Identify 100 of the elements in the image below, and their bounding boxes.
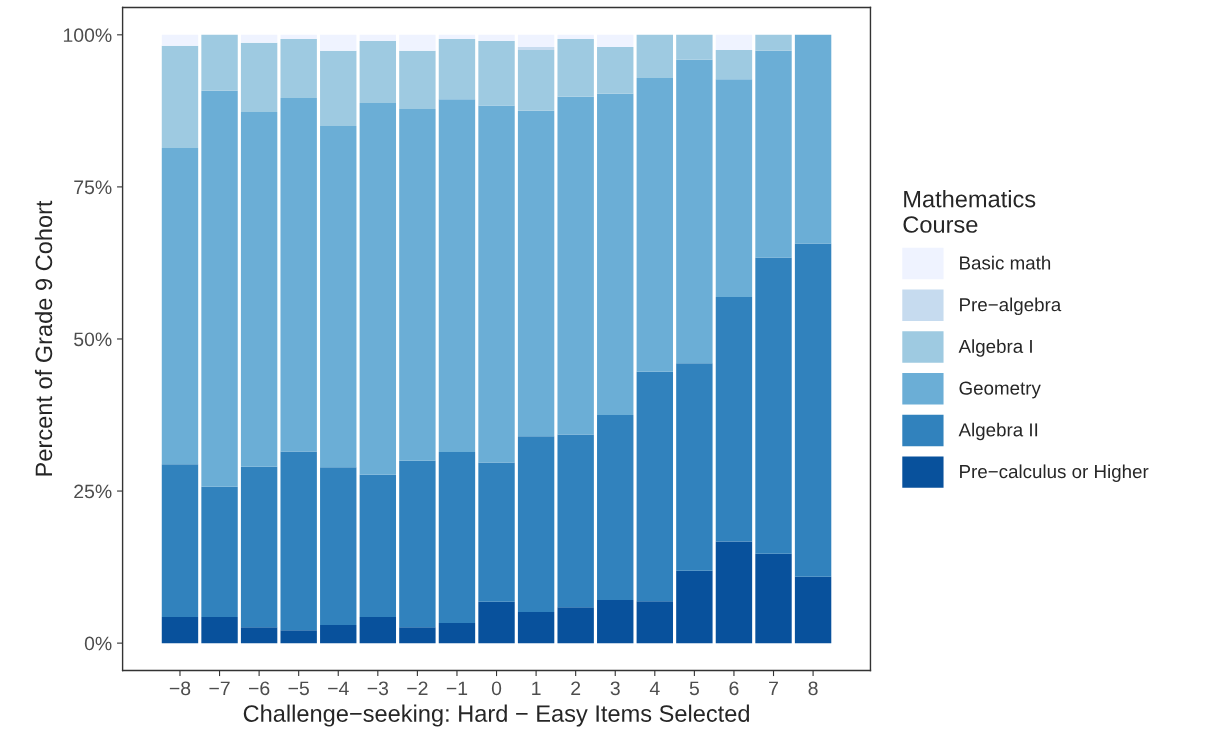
x-tick-label: 5: [689, 681, 699, 696]
bar: [597, 93, 634, 416]
bar: [399, 460, 436, 628]
bar: [201, 486, 238, 617]
bar: [201, 90, 238, 487]
x-tick-label: 6: [729, 681, 739, 696]
x-tick-label: −1: [446, 681, 468, 696]
bar: [201, 34, 238, 91]
bar: [636, 371, 674, 602]
x-tick-label: 7: [769, 681, 778, 696]
bar: [161, 464, 199, 617]
bar: [557, 96, 594, 435]
bar: [517, 46, 555, 51]
bar: [240, 34, 278, 43]
legend-label: Pre−calculus or Higher: [960, 464, 1149, 482]
y-tick-label: 0%: [84, 636, 112, 651]
bar: [794, 243, 832, 577]
x-tick-label: −8: [169, 681, 191, 696]
bar: [676, 59, 713, 364]
legend-label: Algebra II: [958, 422, 1038, 441]
bar: [280, 98, 317, 452]
bar: [161, 147, 199, 465]
y-tick-label: 25%: [74, 484, 112, 499]
bar: [438, 34, 476, 40]
bar: [359, 616, 397, 644]
bar: [478, 34, 515, 41]
bar: [359, 34, 397, 41]
x-tick-label: −3: [367, 681, 389, 696]
bar: [240, 42, 278, 113]
bar: [597, 34, 634, 47]
bar: [557, 34, 594, 40]
x-tick-label: −5: [288, 681, 309, 696]
y-tick-label: 50%: [74, 332, 112, 347]
bar: [438, 452, 476, 624]
bar: [794, 34, 832, 244]
bar: [201, 616, 238, 644]
bar: [557, 607, 594, 644]
bar: [280, 630, 317, 644]
bar: [715, 79, 753, 297]
x-tick-label: 8: [808, 681, 818, 696]
x-tick-label: 0: [491, 681, 502, 696]
bar: [676, 34, 713, 60]
bar: [715, 34, 753, 51]
x-tick-label: −4: [328, 681, 349, 696]
bar: [161, 45, 199, 148]
bar: [517, 50, 555, 111]
bar: [597, 415, 634, 600]
bar: [359, 102, 397, 475]
bar: [517, 612, 555, 644]
bar: [478, 105, 515, 463]
bar: [280, 39, 317, 99]
bar: [755, 50, 792, 258]
bar: [359, 40, 397, 103]
bar: [399, 109, 436, 461]
bar: [478, 601, 515, 644]
bar: [320, 624, 357, 644]
bar: [517, 34, 555, 47]
y-tick-label: 75%: [74, 180, 112, 195]
x-tick-label: 1: [532, 681, 541, 696]
x-tick-label: 4: [649, 681, 660, 696]
bar: [438, 39, 476, 100]
legend-label: Basic math: [960, 255, 1051, 270]
bar: [399, 627, 436, 644]
bar: [320, 126, 357, 468]
bar: [755, 553, 792, 644]
bar: [517, 436, 555, 613]
x-tick-label: −6: [248, 681, 270, 696]
x-axis-title: Challenge−seeking: Hard − Easy Items Selected: [243, 704, 749, 727]
legend-label: Pre−algebra: [960, 297, 1062, 316]
bar: [438, 99, 476, 453]
bar: [240, 627, 278, 644]
bar: [399, 50, 436, 110]
y-axis-title: Percent of Grade 9 Cohort: [34, 200, 53, 476]
bar: [438, 623, 476, 644]
bar: [597, 46, 634, 94]
y-tick-label: 100%: [63, 28, 112, 43]
legend-label: Geometry: [959, 381, 1041, 399]
bar: [715, 50, 753, 80]
bar: [597, 599, 634, 644]
bar: [320, 467, 357, 625]
bar: [399, 34, 436, 51]
bar: [676, 363, 713, 571]
bar: [636, 34, 674, 79]
bar: [161, 616, 199, 644]
x-tick-label: 2: [571, 681, 581, 696]
bar: [280, 451, 317, 631]
bar: [240, 466, 278, 628]
bar: [240, 112, 278, 467]
bar: [755, 257, 792, 554]
bar: [636, 601, 674, 644]
bar: [478, 462, 515, 602]
bar: [517, 110, 555, 437]
bar: [715, 541, 753, 644]
bar: [794, 576, 832, 644]
bar: [161, 34, 199, 46]
bar: [755, 34, 792, 51]
bar: [478, 40, 515, 106]
bar: [359, 474, 397, 617]
bar: [715, 297, 753, 542]
bar: [280, 34, 317, 40]
